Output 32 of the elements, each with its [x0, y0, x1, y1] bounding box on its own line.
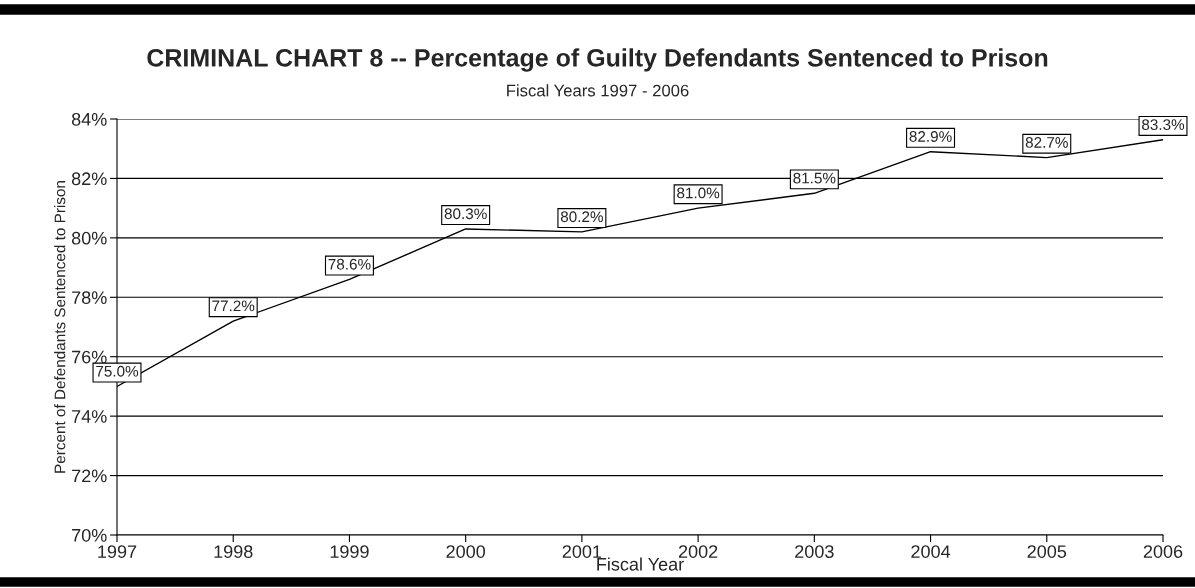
data-label: 80.2%	[560, 211, 604, 223]
y-tick-label: 74%	[72, 410, 107, 423]
y-tick-label: 70%	[72, 528, 107, 542]
data-label: 82.7%	[1025, 137, 1068, 148]
data-label: 75.0%	[96, 365, 139, 377]
x-tick-label: 2005	[1027, 545, 1067, 558]
x-tick-label: 1997	[98, 545, 137, 558]
x-tick-label: 2004	[911, 545, 951, 558]
y-tick-label: 72%	[72, 469, 107, 483]
x-tick-label: 2001	[562, 545, 602, 558]
data-label: 78.6%	[328, 258, 371, 270]
data-label: 83.3%	[1142, 119, 1185, 131]
data-label: 77.2%	[212, 300, 255, 312]
x-axis-title: Fiscal Year	[597, 557, 684, 571]
data-label: 80.3%	[444, 208, 487, 220]
chart-subtitle: Fiscal Years 1997 - 2006	[507, 84, 689, 97]
y-tick-label: 80%	[71, 231, 107, 245]
data-label: 81.0%	[677, 187, 720, 199]
x-tick-label: 2003	[795, 545, 834, 558]
x-tick-label: 2002	[678, 545, 718, 558]
y-tick-label: 76%	[72, 350, 107, 364]
y-tick-label: 84%	[71, 112, 107, 126]
x-tick-label: 2006	[1143, 545, 1183, 558]
y-axis-title: Percent of Defendants Sentenced to Prison	[54, 181, 66, 473]
x-tick-label: 1999	[330, 545, 369, 558]
data-label: 82.9%	[909, 131, 952, 142]
y-tick-label: 78%	[72, 291, 107, 305]
chart-title: CRIMINAL CHART 8 -- Percentage of Guilty Defendants Sentenced to Prison	[147, 48, 1048, 72]
x-tick-label: 2000	[446, 545, 486, 558]
data-label: 81.5%	[793, 172, 836, 184]
x-tick-label: 1998	[214, 545, 253, 558]
y-tick-label: 82%	[71, 172, 107, 186]
